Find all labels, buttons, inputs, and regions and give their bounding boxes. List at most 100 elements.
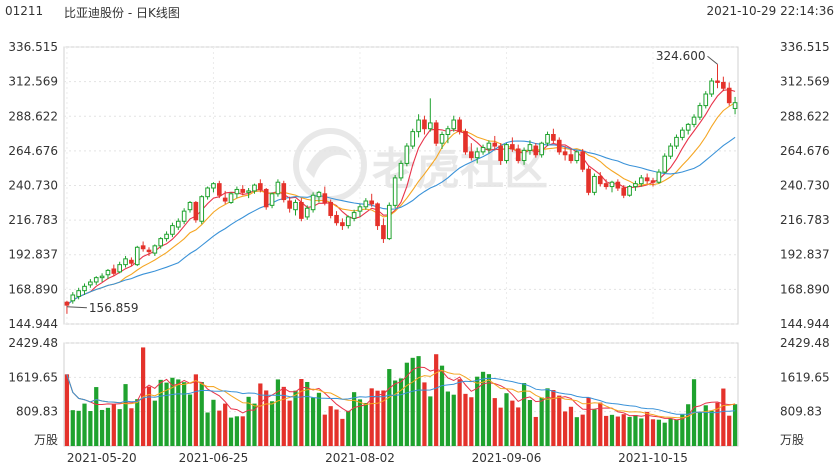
candle: [680, 127, 685, 141]
volume-bar: [228, 417, 234, 446]
volume-bar: [463, 393, 468, 446]
candles: [64, 64, 738, 314]
volume-bar: [64, 374, 70, 446]
candle: [515, 144, 521, 164]
volume-bar: [199, 381, 204, 446]
candle-body: [228, 193, 234, 203]
volume-tick-left: 809.83: [16, 405, 58, 419]
candle: [474, 147, 480, 164]
volume-bar: [234, 416, 240, 446]
candle-body: [627, 186, 632, 196]
volume-bar: [574, 417, 579, 446]
watermark-logo-mark: [306, 146, 352, 178]
volume-bar: [709, 410, 714, 446]
candle-body: [545, 134, 550, 144]
candle: [252, 183, 257, 194]
candle-body: [433, 122, 439, 144]
candle-body: [422, 119, 427, 130]
volume-bar: [205, 412, 210, 446]
candle: [129, 257, 134, 267]
candle-body: [111, 268, 117, 274]
candle-body: [140, 245, 146, 250]
candle: [70, 292, 76, 304]
volume-bar: [352, 392, 357, 446]
price-tick-right: 264.676: [780, 144, 830, 158]
candle-body: [633, 183, 638, 188]
candle: [334, 211, 339, 226]
volume-bar: [580, 414, 585, 446]
candle-body: [82, 285, 87, 292]
candle-body: [533, 145, 539, 156]
candle-body: [123, 258, 128, 266]
volume-bar: [369, 388, 374, 446]
candle: [117, 261, 122, 274]
candle: [363, 198, 369, 210]
volume-bar: [562, 411, 568, 446]
candle: [381, 218, 386, 243]
timestamp: 2021-10-29 22:14:36: [706, 4, 834, 18]
candle: [304, 205, 310, 220]
candle-body: [158, 238, 164, 247]
candle: [633, 180, 638, 191]
candle-body: [170, 225, 175, 235]
candle: [140, 241, 146, 252]
volume-bar: [674, 419, 679, 446]
candle: [328, 199, 333, 219]
price-tick-left: 144.944: [8, 317, 58, 331]
candle-body: [568, 154, 574, 162]
price-annotations: 324.600 156.859: [66, 49, 718, 315]
volume-bar: [604, 415, 609, 446]
volume-unit-left: 万股: [34, 433, 58, 447]
price-tick-right: 144.944: [780, 317, 830, 331]
candle: [222, 190, 228, 204]
volume-bar: [486, 374, 492, 446]
candle: [146, 247, 152, 256]
candle-body: [504, 144, 509, 162]
candle: [697, 102, 703, 121]
candle-body: [644, 177, 650, 182]
candle-body: [715, 80, 720, 83]
candle: [246, 188, 251, 199]
candle: [463, 128, 468, 155]
volume-bar: [340, 418, 345, 446]
candle: [668, 143, 673, 160]
price-tick-right: 192.837: [780, 248, 830, 262]
volume-bar: [99, 409, 105, 446]
candle: [269, 192, 275, 209]
volume-bar: [117, 409, 122, 446]
candle-body: [146, 249, 152, 253]
candle: [492, 135, 498, 151]
candle-body: [199, 196, 205, 222]
candle: [521, 147, 527, 165]
candle-body: [726, 87, 732, 104]
candle-body: [117, 264, 122, 273]
volume-bar: [504, 393, 509, 446]
candle: [76, 287, 81, 300]
candle-body: [381, 225, 386, 240]
candle-body: [99, 275, 105, 279]
ma-line-ma20: [66, 136, 736, 306]
candle-body: [340, 222, 345, 227]
candle: [592, 173, 597, 196]
volume-bar: [656, 419, 661, 446]
candle: [93, 276, 99, 285]
volume-bar: [76, 410, 81, 446]
volume-bar: [381, 390, 386, 446]
candle: [691, 114, 697, 128]
candle-body: [363, 200, 369, 208]
volume-bar: [668, 418, 673, 446]
volume-bar: [428, 396, 433, 446]
candle: [345, 215, 351, 229]
candle: [281, 180, 287, 203]
candle: [258, 179, 263, 193]
candle: [486, 140, 492, 154]
candle: [234, 186, 240, 199]
candle: [568, 148, 574, 164]
volume-bar: [451, 394, 456, 446]
candle-body: [328, 201, 333, 216]
candle: [158, 237, 164, 249]
candle: [674, 134, 679, 149]
volume-bar: [217, 410, 222, 446]
volume-bar: [328, 406, 333, 446]
volume-bar: [439, 365, 445, 446]
